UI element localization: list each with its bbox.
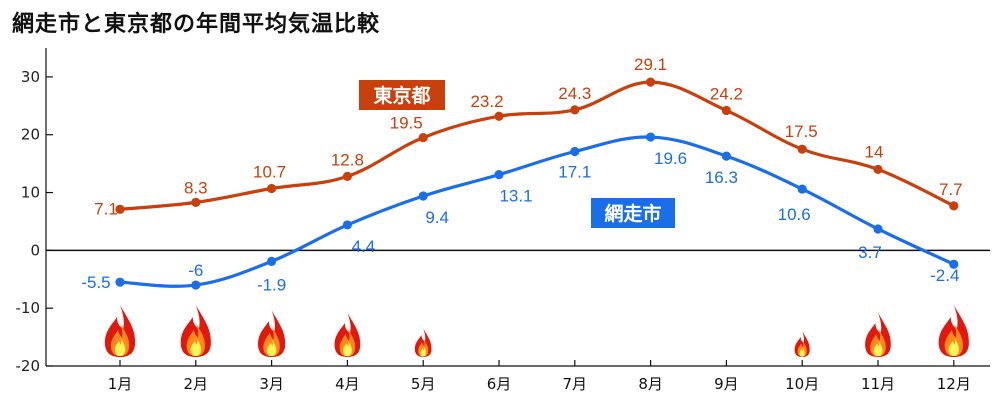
series-name-badge: [359, 80, 445, 110]
data-point: [721, 151, 732, 161]
series-name-label: 東京都: [373, 84, 430, 107]
y-tick-label: -20: [16, 357, 41, 375]
data-label: 8.3: [184, 178, 208, 197]
series-line-0: [119, 80, 955, 211]
data-point: [797, 144, 807, 154]
data-label: 19.6: [654, 149, 687, 168]
data-point: [797, 184, 807, 194]
y-tick-label: 10: [21, 184, 40, 202]
data-point: [873, 224, 883, 234]
data-point: [342, 220, 352, 230]
chart-title: 網走市と東京都の年間平均気温比較: [12, 12, 381, 37]
x-tick-label: 8月: [638, 375, 663, 393]
flame-icon: [180, 305, 211, 357]
data-label: 16.3: [705, 168, 738, 187]
y-tick-label: 20: [21, 126, 40, 144]
data-label: 13.1: [499, 187, 532, 206]
data-point: [873, 164, 883, 175]
data-label: 12.8: [331, 150, 364, 169]
data-label: 17.1: [558, 162, 591, 181]
flame-icon: [258, 310, 286, 357]
y-tick-label: 30: [21, 68, 40, 86]
data-point: [949, 259, 959, 269]
data-point: [646, 132, 656, 142]
data-label: -6: [188, 261, 203, 280]
y-tick-label: 0: [30, 241, 40, 259]
flame-core: [420, 346, 427, 357]
x-tick-label: 12月: [937, 375, 971, 393]
flame-icon: [334, 312, 361, 357]
flame-core: [948, 337, 960, 356]
data-label: 3.7: [858, 243, 882, 262]
x-tick-label: 9月: [714, 375, 739, 393]
data-label: 7.7: [939, 180, 963, 199]
data-label: -5.5: [81, 273, 110, 292]
data-point: [949, 201, 959, 211]
data-label: 14: [865, 142, 884, 161]
data-label: -2.4: [930, 266, 959, 285]
x-tick-label: 10月: [785, 375, 819, 393]
data-point: [115, 204, 125, 214]
flame-icon: [865, 312, 891, 357]
x-tick-label: 3月: [259, 375, 284, 393]
flame-icon: [414, 328, 432, 357]
series-name-label: 網走市: [604, 202, 661, 225]
x-tick-label: 6月: [487, 375, 512, 393]
x-tick-label: 1月: [108, 375, 133, 393]
data-label: 7.1: [94, 199, 118, 218]
flame-core: [266, 339, 277, 357]
flame-icon: [938, 305, 969, 357]
data-point: [721, 105, 732, 116]
data-point: [267, 183, 277, 194]
x-tick-label: 11月: [861, 375, 895, 393]
data-point: [191, 197, 201, 207]
data-label: 29.1: [634, 55, 667, 74]
flame-core: [114, 337, 126, 356]
data-label: 9.4: [425, 208, 449, 227]
flame-icon: [104, 305, 136, 357]
data-point: [646, 77, 656, 87]
x-tick-label: 7月: [563, 375, 588, 393]
data-point: [191, 280, 201, 290]
data-label: 24.2: [710, 84, 743, 103]
series-line-1: [119, 135, 955, 288]
flame-icon: [794, 331, 810, 357]
data-label: 10.6: [778, 205, 811, 224]
data-point: [115, 277, 125, 287]
series-name-badge: [591, 198, 675, 228]
data-point: [570, 105, 580, 115]
data-label: 10.7: [253, 162, 286, 181]
data-label: 17.5: [785, 122, 818, 141]
data-point: [494, 170, 504, 180]
flame-core: [799, 347, 805, 357]
flame-core: [342, 340, 352, 357]
flame-core: [190, 337, 202, 356]
data-point: [342, 171, 352, 181]
data-label: 19.5: [390, 114, 423, 133]
data-label: 4.4: [352, 237, 376, 256]
x-tick-label: 4月: [335, 375, 360, 393]
data-point: [418, 191, 428, 201]
data-label: 24.3: [558, 84, 591, 103]
flame-core: [873, 340, 883, 357]
data-label: 23.2: [470, 92, 503, 111]
data-point: [418, 133, 428, 143]
data-point: [570, 146, 580, 157]
data-point: [267, 256, 277, 266]
data-point: [494, 111, 504, 121]
x-tick-label: 5月: [411, 375, 436, 393]
x-tick-label: 2月: [184, 375, 209, 393]
data-label: -1.9: [257, 275, 286, 294]
y-tick-label: -10: [16, 299, 41, 317]
